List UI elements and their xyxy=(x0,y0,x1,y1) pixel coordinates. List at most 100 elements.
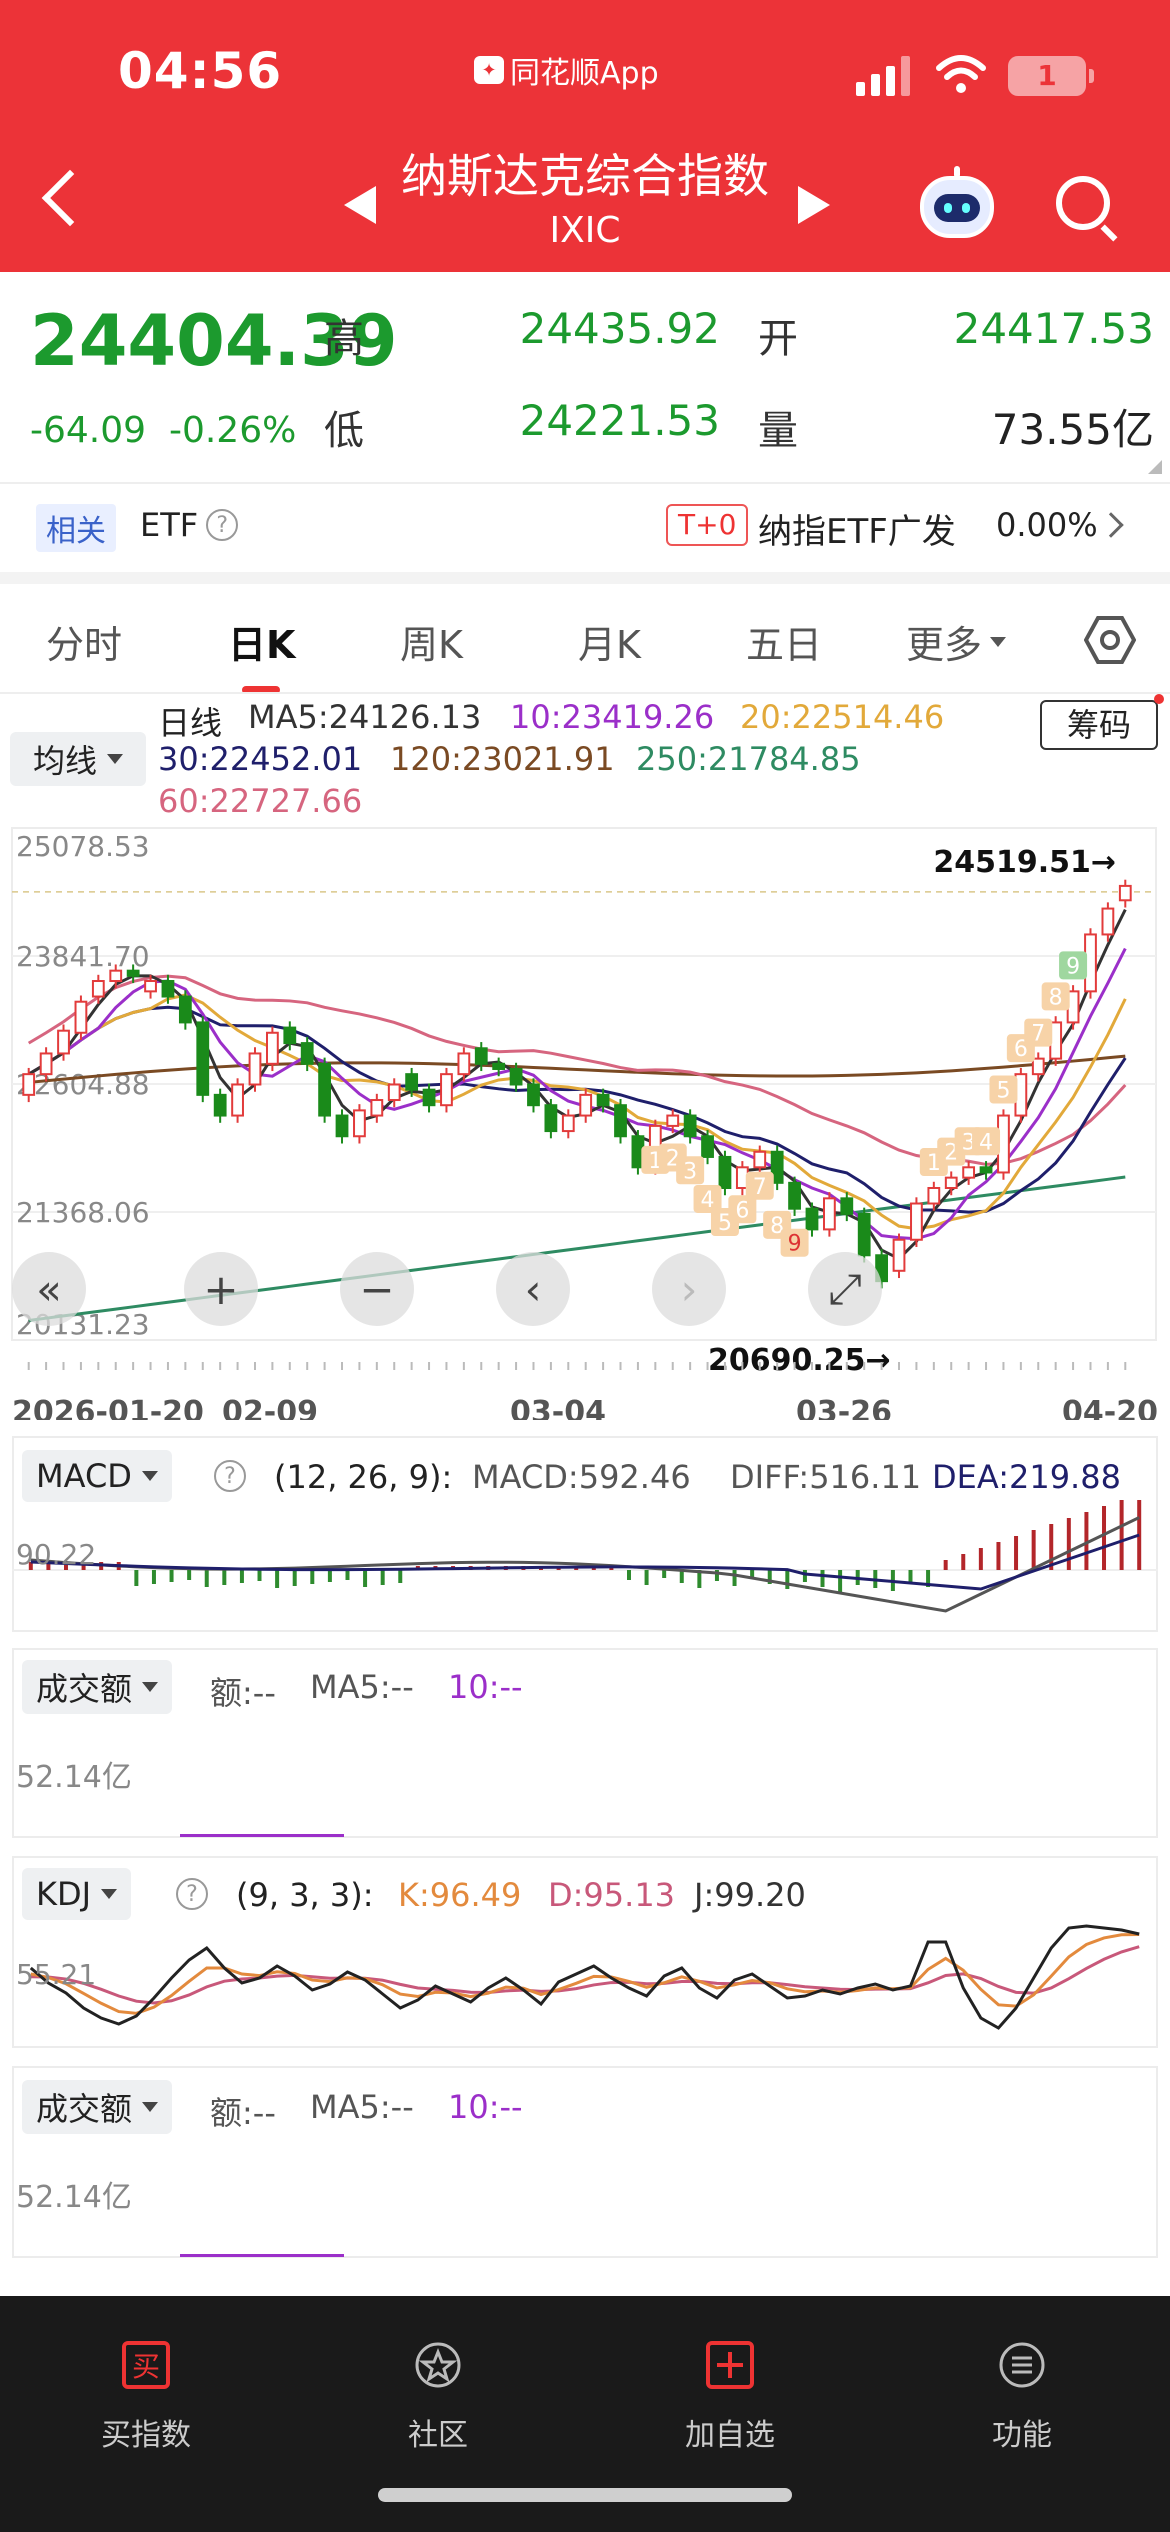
caret-down-icon xyxy=(107,754,123,764)
nine-turn-badge xyxy=(676,1156,705,1185)
dea-value: DEA:219.88 xyxy=(932,1458,1121,1496)
fullscreen-icon[interactable]: ⤢ xyxy=(808,1252,882,1326)
change-percent: -0.26% xyxy=(168,410,297,451)
nine-turn-label: 7 xyxy=(753,1175,767,1200)
kdj-selector-label: KDJ xyxy=(36,1875,92,1913)
candle-body xyxy=(248,1052,262,1086)
chip-distribution-button[interactable]: 筹码 xyxy=(1040,700,1158,750)
ma60-value: 60:22727.66 xyxy=(158,782,363,820)
ma-selector[interactable]: 均线 xyxy=(10,732,146,786)
battery-icon: 1 xyxy=(1008,56,1094,96)
tab-monthly-k[interactable]: 月K xyxy=(578,623,641,667)
candle-body xyxy=(283,1026,297,1045)
section-gap xyxy=(0,572,1170,584)
ma-period: 日线 xyxy=(158,704,223,742)
candle-body xyxy=(822,1197,836,1231)
y-axis-label: 23841.70 xyxy=(16,940,150,973)
candle-body xyxy=(683,1114,697,1138)
candle-body xyxy=(370,1099,384,1117)
caret-down-icon xyxy=(142,2102,159,2112)
turnover-ma5-2: MA5:-- xyxy=(310,2088,414,2126)
wifi-icon xyxy=(936,55,986,93)
candle-body xyxy=(892,1238,906,1272)
candle-body xyxy=(265,1031,279,1065)
back-icon[interactable] xyxy=(41,169,99,227)
candle-body xyxy=(231,1083,244,1117)
low-value: 24221.53 xyxy=(519,396,720,445)
macd-value: MACD:592.46 xyxy=(472,1458,691,1496)
nav-functions-label: 功能 xyxy=(992,2418,1052,2453)
nine-turn-label: 4 xyxy=(701,1188,715,1213)
candle-body xyxy=(335,1114,349,1138)
ma20-line xyxy=(27,993,1127,1231)
expand-corner-icon[interactable] xyxy=(1148,460,1162,474)
open-label: 开 xyxy=(758,316,798,362)
turnover-axis-label: 52.14亿 xyxy=(16,1760,132,1795)
scroll-left-icon[interactable]: « xyxy=(12,1252,86,1326)
macd-help-icon[interactable]: ? xyxy=(214,1460,246,1492)
next-candle-icon[interactable]: › xyxy=(652,1252,726,1326)
ma-selector-label: 均线 xyxy=(32,742,97,780)
tab-timeshare[interactable]: 分时 xyxy=(46,623,123,667)
tab-five-day[interactable]: 五日 xyxy=(746,623,823,667)
nav-buy-index[interactable]: 买 买指数 xyxy=(46,2340,246,2454)
ma5-line xyxy=(27,908,1127,1261)
ma10-line xyxy=(27,947,1127,1241)
etf-link[interactable]: ETF? xyxy=(140,506,239,544)
high-value: 24435.92 xyxy=(519,304,720,353)
low-label: 低 xyxy=(324,408,364,454)
turnover-selector-2[interactable]: 成交额 xyxy=(22,2080,173,2134)
menu-icon xyxy=(999,2342,1045,2388)
nav-community[interactable]: 社区 xyxy=(338,2340,538,2454)
page-subtitle: IXIC xyxy=(549,210,621,251)
candle-body xyxy=(805,1207,819,1231)
tab-more[interactable]: 更多 xyxy=(906,614,1007,669)
search-icon[interactable] xyxy=(1056,176,1110,230)
next-index-icon[interactable] xyxy=(798,186,830,224)
kdj-selector[interactable]: KDJ xyxy=(22,1868,132,1920)
zoom-out-icon[interactable]: − xyxy=(340,1252,414,1326)
tab-weekly-k[interactable]: 周K xyxy=(400,623,463,667)
candle-body xyxy=(74,1000,88,1034)
settings-hexagon-icon[interactable] xyxy=(1084,614,1136,666)
status-time: 04:56 xyxy=(118,42,283,100)
candle-body xyxy=(1031,1057,1045,1076)
turnover-ma-line-2 xyxy=(180,2254,344,2257)
prev-candle-icon[interactable]: ‹ xyxy=(496,1252,570,1326)
nav-functions[interactable]: 功能 xyxy=(922,2340,1122,2454)
turnover-selector[interactable]: 成交额 xyxy=(22,1660,173,1714)
assistant-robot-icon[interactable] xyxy=(920,166,994,238)
kdj-help-icon[interactable]: ? xyxy=(176,1878,208,1910)
buy-icon: 买 xyxy=(122,2341,170,2389)
help-icon[interactable]: ? xyxy=(206,509,239,541)
nine-turn-label: 4 xyxy=(979,1130,993,1155)
ma120-value: 120:23021.91 xyxy=(390,740,615,778)
nine-turn-label: 3 xyxy=(683,1159,697,1184)
home-indicator[interactable] xyxy=(378,2488,792,2502)
x-axis-label: 03-26 xyxy=(796,1395,892,1420)
svg-text:买: 买 xyxy=(132,2350,160,2383)
status-app-name: 同花顺App xyxy=(510,56,659,91)
x-axis-label: 03-04 xyxy=(510,1395,606,1420)
candle-body xyxy=(770,1150,784,1184)
candle-body xyxy=(440,1073,453,1107)
nine-turn-badge xyxy=(693,1184,722,1213)
candle-body xyxy=(161,980,175,998)
tab-daily-k[interactable]: 日K xyxy=(228,623,296,667)
chevron-right-icon[interactable] xyxy=(1098,512,1124,538)
zoom-in-icon[interactable]: + xyxy=(184,1252,258,1326)
prev-index-icon[interactable] xyxy=(344,186,376,224)
nav-add-watch[interactable]: 加自选 xyxy=(630,2340,830,2454)
candlestick-chart[interactable]: 25078.5323841.7022604.8821368.0620131.23… xyxy=(0,820,1170,1420)
nine-turn-label: 9 xyxy=(788,1232,802,1257)
related-tag: 相关 xyxy=(36,504,116,552)
turnover-selector-label: 成交额 xyxy=(36,1670,133,1708)
candle-body xyxy=(509,1067,523,1086)
etf-name[interactable]: 纳指ETF广发 xyxy=(758,512,956,552)
nine-turn-badge xyxy=(1059,951,1088,980)
community-icon xyxy=(415,2342,461,2388)
macd-chart xyxy=(12,1500,1158,1613)
candle-body xyxy=(910,1202,923,1241)
candle-body xyxy=(422,1088,436,1107)
macd-selector[interactable]: MACD xyxy=(22,1450,172,1502)
